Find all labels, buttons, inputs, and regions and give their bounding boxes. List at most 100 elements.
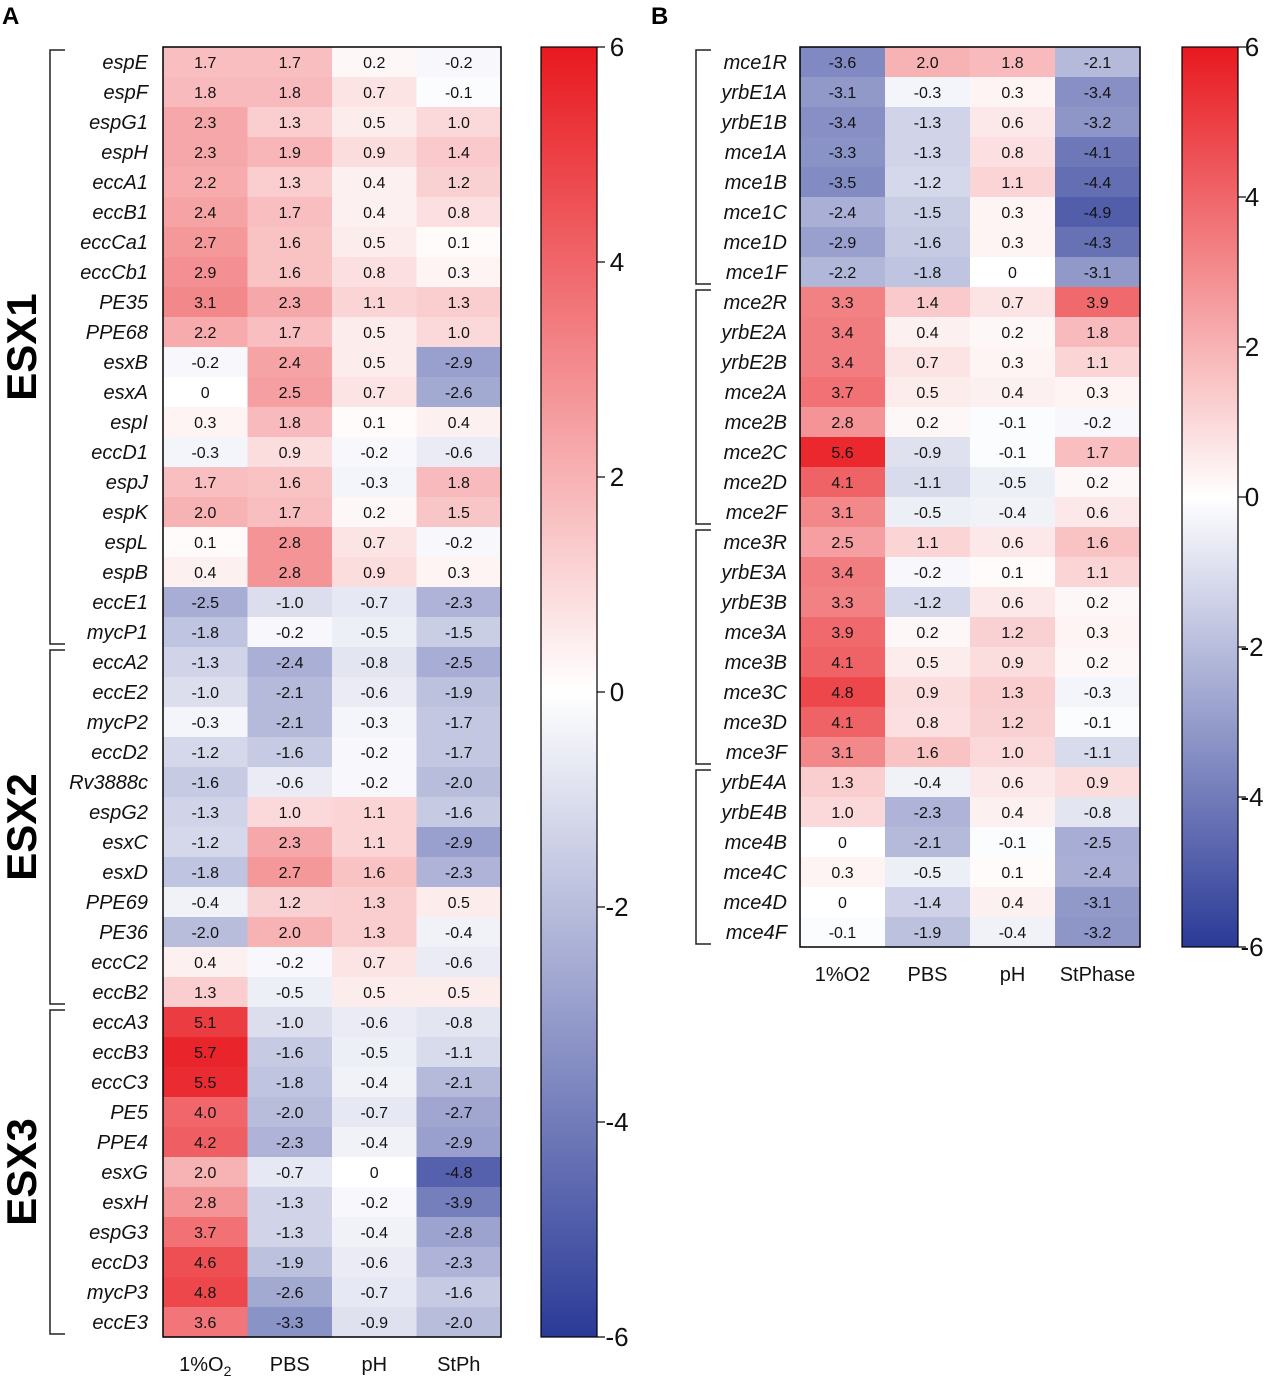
panel-label: A: [2, 3, 19, 30]
group-bracket: [695, 289, 711, 525]
cell-value-label: 0.3: [448, 265, 470, 282]
heatmap-cell: [332, 497, 418, 528]
heatmap-cell: [163, 257, 249, 288]
heatmap-cell: [885, 227, 971, 258]
cell-value-label: 1.1: [363, 835, 385, 852]
heatmap-cell: [885, 827, 971, 858]
row-label: espB: [102, 562, 148, 584]
cell-value-label: -2.6: [276, 1285, 304, 1302]
cell-value-label: -3.2: [1084, 115, 1112, 132]
row-label: espK: [102, 502, 149, 524]
cell-value-label: 3.3: [831, 595, 853, 612]
cell-value-label: -4.8: [445, 1165, 473, 1182]
heatmap-cell: [332, 437, 418, 468]
heatmap-cell: [247, 1247, 333, 1278]
cell-value-label: 1.6: [916, 745, 938, 762]
cell-value-label: 1.2: [279, 895, 301, 912]
cell-value-label: 0.6: [1001, 115, 1023, 132]
cell-value-label: 0.2: [1086, 595, 1108, 612]
cell-value-label: -2.2: [829, 265, 857, 282]
row-label: espE: [102, 52, 148, 74]
cell-value-label: 1.1: [1086, 565, 1108, 582]
heatmap-cell: [163, 1187, 249, 1218]
row-label: yrbE4A: [719, 772, 787, 794]
cell-value-label: -2.9: [829, 235, 857, 252]
colorbar-tick-label: 4: [610, 247, 624, 277]
cell-value-label: 2.8: [831, 415, 853, 432]
cell-value-label: 4.6: [194, 1255, 216, 1272]
heatmap-cell: [332, 1217, 418, 1248]
cell-value-label: -1.5: [445, 625, 473, 642]
heatmap-cell: [163, 1157, 249, 1188]
heatmap-cell: [970, 287, 1056, 318]
cell-value-label: -0.2: [191, 355, 219, 372]
cell-value-label: 1.8: [279, 85, 301, 102]
cell-value-label: 1.5: [448, 505, 470, 522]
heatmap-cell: [800, 737, 886, 768]
heatmap-cell: [332, 347, 418, 378]
heatmap-cell: [885, 47, 971, 78]
heatmap-cell: [163, 737, 249, 768]
heatmap-cell: [416, 857, 502, 888]
heatmap-cell: [332, 677, 418, 708]
cell-value-label: 1.7: [194, 55, 216, 72]
cell-value-label: 1.7: [279, 205, 301, 222]
cell-value-label: 0.4: [194, 955, 216, 972]
heatmap-cell: [247, 107, 333, 138]
heatmap-cell: [332, 737, 418, 768]
heatmap-cell: [163, 767, 249, 798]
cell-value-label: 1.7: [279, 325, 301, 342]
heatmap-cell: [332, 1127, 418, 1158]
heatmap-cell: [416, 1067, 502, 1098]
cell-value-label: 1.2: [1001, 625, 1023, 642]
cell-value-label: 0.5: [363, 355, 385, 372]
cell-value-label: -2.5: [1084, 835, 1112, 852]
cell-value-label: -2.3: [445, 865, 473, 882]
heatmap-cell: [247, 257, 333, 288]
cell-value-label: -1.6: [445, 805, 473, 822]
heatmap-cell: [970, 707, 1056, 738]
heatmap-cell: [416, 227, 502, 258]
heatmap-cell: [247, 197, 333, 228]
cell-value-label: -0.5: [914, 865, 942, 882]
heatmap-cell: [885, 197, 971, 228]
heatmap-cell: [247, 1007, 333, 1038]
row-label: mce4D: [724, 892, 787, 914]
heatmap-cell: [416, 917, 502, 948]
heatmap-cell: [163, 437, 249, 468]
cell-value-label: -0.2: [445, 535, 473, 552]
row-label: espH: [101, 142, 148, 164]
heatmap-cell: [163, 227, 249, 258]
cell-value-label: 0.3: [1001, 355, 1023, 372]
heatmap-cell: [800, 527, 886, 558]
heatmap-cell: [163, 1217, 249, 1248]
row-label: eccB1: [92, 202, 148, 224]
heatmap-cell: [332, 1157, 418, 1188]
cell-value-label: -2.4: [829, 205, 857, 222]
heatmap-cell: [885, 797, 971, 828]
heatmap-cell: [247, 977, 333, 1008]
heatmap-cell: [247, 77, 333, 108]
cell-value-label: -1.5: [914, 205, 942, 222]
heatmap-panel-b: B -3.6 2.0 1.8 -2.1 -3.1 -0.3 0.3 -3.4 -3.4 -1.3 0.…: [651, 3, 1264, 986]
heatmap-cell: [800, 647, 886, 678]
heatmap-cell: [163, 347, 249, 378]
heatmap-cell: [247, 857, 333, 888]
heatmap-cell: [163, 797, 249, 828]
cell-value-label: 0.8: [916, 715, 938, 732]
cell-value-label: 0.4: [916, 325, 938, 342]
heatmap-cell: [885, 467, 971, 498]
cell-value-label: 3.1: [831, 505, 853, 522]
row-label: mce3A: [725, 622, 787, 644]
cell-value-label: -4.1: [1084, 145, 1112, 162]
heatmap-cell: [332, 1277, 418, 1308]
cell-value-label: 0.9: [363, 565, 385, 582]
cell-value-label: -0.5: [276, 985, 304, 1002]
heatmap-cell: [247, 707, 333, 738]
heatmap-cell: [247, 557, 333, 588]
heatmap-cell: [163, 647, 249, 678]
column-label: PBS: [907, 964, 947, 986]
heatmap-cell: [247, 527, 333, 558]
heatmap-cell: [885, 617, 971, 648]
cell-value-label: 2.4: [279, 355, 301, 372]
